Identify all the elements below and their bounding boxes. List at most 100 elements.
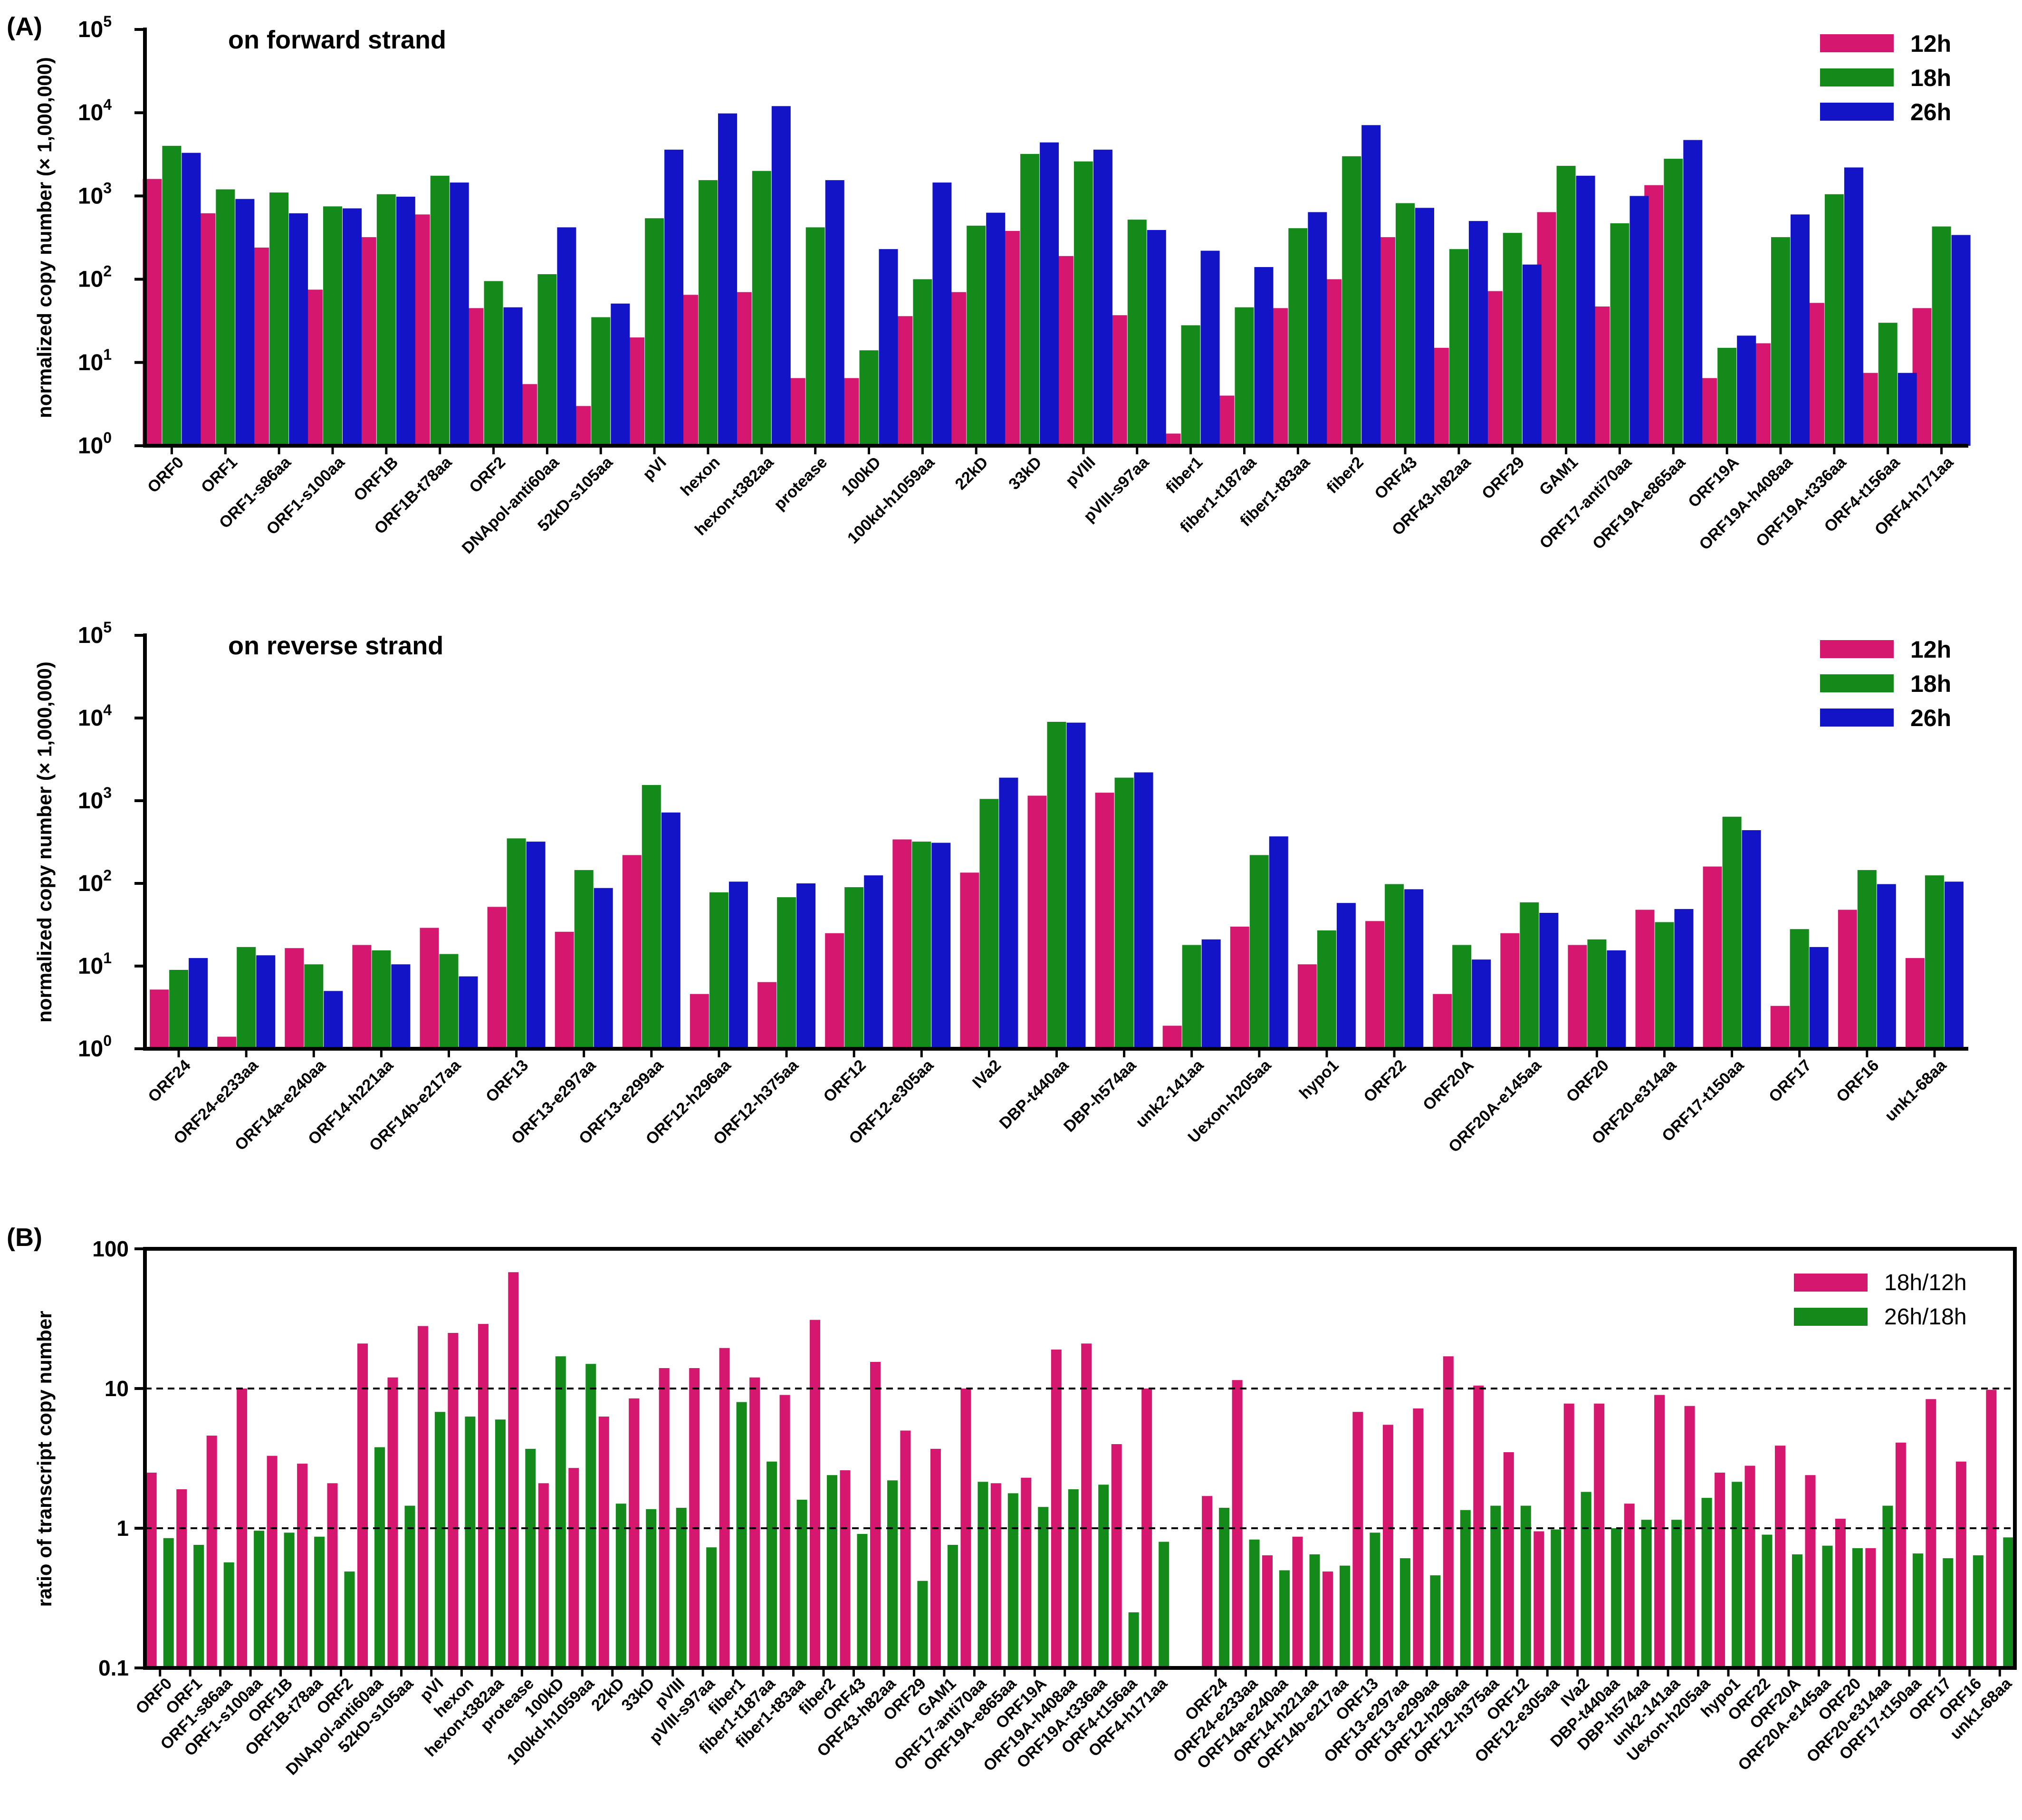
panel-title: on reverse strand bbox=[228, 632, 443, 660]
bar-26h-uexon-h205aa bbox=[1269, 836, 1288, 1049]
bar-26h-18h-22kd bbox=[615, 1504, 626, 1668]
bar-26h-18h-orf13-e299aa bbox=[1430, 1575, 1441, 1668]
legend-swatch-26h-18h bbox=[1794, 1308, 1868, 1326]
bar-18h-orf19a-h408aa bbox=[1771, 237, 1790, 446]
bar-26h-18h-orf24-e233aa bbox=[1249, 1539, 1260, 1668]
bar-26h-orf12-h296aa bbox=[728, 881, 748, 1049]
bar-26h-dbp-h574aa bbox=[1134, 772, 1153, 1049]
bar-26h-18h-fiber1 bbox=[736, 1402, 747, 1668]
bar-18h-12h-hexon-t382aa bbox=[478, 1324, 489, 1668]
y-tick-label: 102 bbox=[78, 867, 112, 896]
bar-26h-18h-orf14a-e240aa bbox=[1279, 1570, 1290, 1668]
bar-18h-orf29 bbox=[1503, 233, 1522, 446]
y-tick-exponent: 5 bbox=[103, 13, 112, 30]
bar-18h-orf13 bbox=[507, 838, 526, 1049]
bar-26h-hypo1 bbox=[1336, 903, 1356, 1049]
bar-26h-18h-orf12 bbox=[1520, 1505, 1531, 1668]
bar-26h-18h-orf1-s86aa bbox=[223, 1562, 234, 1668]
bar-26h-orf19a-t336aa bbox=[1844, 167, 1863, 446]
bar-18h-12h-orf19a-h408aa bbox=[1051, 1350, 1062, 1668]
bar-18h-12h-unk2-141aa bbox=[1654, 1395, 1665, 1668]
bar-18h-orf1 bbox=[216, 189, 235, 446]
y-tick-label: 100 bbox=[78, 1032, 112, 1062]
bar-26h-orf1b bbox=[396, 196, 415, 446]
x-tick-label-orf17-anti70aa: ORF17-anti70aa bbox=[1536, 453, 1635, 552]
bar-26h-orf0 bbox=[182, 153, 201, 446]
bar-26h-orf22 bbox=[1404, 889, 1424, 1049]
bar-18h-12h-pviii-s97aa bbox=[689, 1368, 700, 1668]
bar-18h-orf20a-e145aa bbox=[1520, 902, 1539, 1049]
x-tick-label-100kd: 100kD bbox=[838, 453, 884, 500]
bar-12h-orf14a-e240aa bbox=[285, 948, 304, 1049]
bar-18h-orf13-e299aa bbox=[642, 785, 661, 1049]
x-tick-label-33kd: 33kD bbox=[618, 1675, 658, 1715]
bar-18h-fiber2 bbox=[1342, 156, 1361, 446]
bar-18h-12h-orf19a-t336aa bbox=[1081, 1343, 1092, 1668]
bar-18h-gam1 bbox=[1556, 166, 1576, 446]
bar-18h-dnapol-anti60aa bbox=[537, 274, 557, 446]
x-tick-label-orf29: ORF29 bbox=[1478, 453, 1528, 503]
bar-26h-18h-dbp-h574aa bbox=[1641, 1520, 1652, 1668]
panel-b-ratio: 0.1110100ORF0ORF1ORF1-s86aaORF1-s100aaOR… bbox=[7, 1223, 2017, 1779]
bar-18h-12h-dnapol-anti60aa bbox=[357, 1343, 368, 1668]
bar-26h-22kd bbox=[986, 212, 1006, 446]
legend-label-26h-18h: 26h/18h bbox=[1884, 1304, 1967, 1330]
bar-12h-iva2 bbox=[960, 872, 979, 1049]
bar-26h-iva2 bbox=[999, 777, 1018, 1049]
bar-26h-orf4-h171aa bbox=[1951, 235, 1971, 446]
bar-26h-hexon bbox=[718, 113, 737, 446]
bar-18h-12h-protease bbox=[508, 1272, 519, 1668]
bar-26h-pvi bbox=[664, 149, 684, 446]
bar-18h-dbp-t440aa bbox=[1047, 722, 1066, 1049]
legend-label-12h: 12h bbox=[1910, 636, 1951, 663]
bar-18h-12h-dbp-t440aa bbox=[1594, 1403, 1605, 1668]
bar-26h-18h-protease bbox=[525, 1448, 536, 1668]
bar-18h-12h-orf20a bbox=[1775, 1446, 1785, 1668]
bar-18h-12h-iva2 bbox=[1563, 1403, 1574, 1668]
y-tick-exponent: 3 bbox=[103, 179, 112, 196]
bar-18h-orf4-t156aa bbox=[1878, 323, 1897, 446]
bar-26h-18h-orf1b-t78aa bbox=[314, 1536, 325, 1668]
bar-18h-12h-orf22 bbox=[1744, 1466, 1755, 1668]
bar-26h-orf14-h221aa bbox=[391, 964, 411, 1049]
bar-26h-18h-100kd-h1059aa bbox=[585, 1364, 596, 1668]
bar-18h-orf24 bbox=[169, 970, 189, 1049]
bar-12h-orf24 bbox=[150, 989, 169, 1049]
bar-18h-hypo1 bbox=[1317, 930, 1336, 1049]
bar-26h-18h-iva2 bbox=[1581, 1492, 1591, 1668]
bar-26h-fiber1-t83aa bbox=[1308, 212, 1327, 446]
bar-18h-orf4-h171aa bbox=[1932, 226, 1951, 446]
legend-label-12h: 12h bbox=[1910, 30, 1951, 57]
bar-26h-18h-orf4-t156aa bbox=[1128, 1612, 1139, 1668]
bar-18h-12h-orf24 bbox=[1202, 1496, 1213, 1668]
bar-26h-orf1-s86aa bbox=[289, 213, 308, 446]
legend-swatch-26h bbox=[1820, 709, 1894, 727]
bar-26h-fiber2 bbox=[1361, 125, 1381, 446]
bar-18h-pviii-s97aa bbox=[1127, 220, 1147, 446]
bar-18h-12h-fiber1-t83aa bbox=[779, 1395, 790, 1668]
y-axis-title: normalized copy number (× 1,000,000) bbox=[33, 57, 56, 418]
bar-18h-12h-orf16 bbox=[1955, 1461, 1966, 1668]
bar-18h-12h-fiber2 bbox=[810, 1320, 820, 1668]
bar-12h-orf20 bbox=[1568, 945, 1587, 1049]
bar-26h-18h-unk1-68aa bbox=[2003, 1537, 2014, 1668]
plot-frame bbox=[143, 1247, 2017, 1670]
bar-26h-18h-52kd-s105aa bbox=[404, 1505, 415, 1668]
bar-26h-unk1-68aa bbox=[1944, 881, 1964, 1049]
bar-26h-orf43-h82aa bbox=[1468, 221, 1488, 446]
bar-26h-18h-orf22 bbox=[1762, 1534, 1773, 1668]
bar-26h-orf16 bbox=[1877, 884, 1896, 1049]
bar-26h-orf12 bbox=[864, 875, 883, 1049]
bar-12h-orf24-e233aa bbox=[217, 1036, 237, 1049]
bar-18h-orf17 bbox=[1790, 929, 1809, 1049]
x-tick-label-dbp-t440aa: DBP-t440aa bbox=[996, 1056, 1073, 1132]
bar-26h-18h-orf1-s100aa bbox=[254, 1531, 265, 1668]
x-tick-label-orf20: ORF20 bbox=[1563, 1056, 1612, 1106]
y-tick-label: 0.1 bbox=[98, 1656, 129, 1680]
bar-12h-hypo1 bbox=[1297, 964, 1317, 1049]
y-tick-exponent: 2 bbox=[103, 867, 112, 884]
bar-12h-orf12 bbox=[825, 933, 844, 1049]
x-tick-label-orf0: ORF0 bbox=[144, 453, 187, 497]
bar-18h-12h-100kd-h1059aa bbox=[568, 1468, 579, 1668]
